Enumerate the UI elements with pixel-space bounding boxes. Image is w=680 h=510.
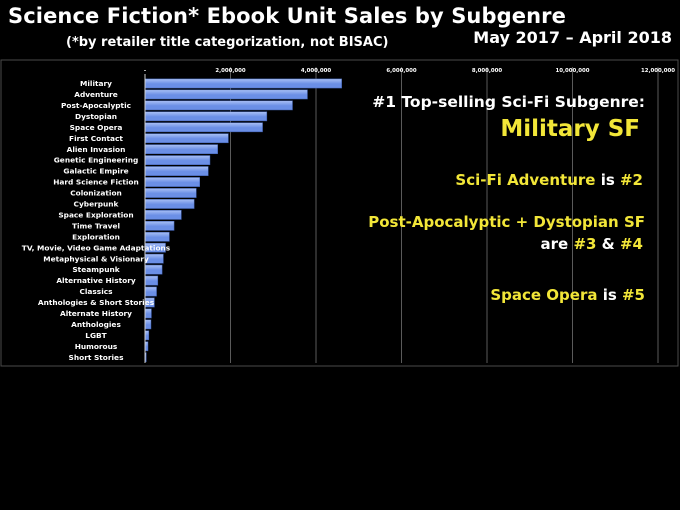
- bar: [144, 166, 209, 176]
- x-tick-label: 2,000,000: [215, 68, 246, 74]
- category-label: Exploration: [72, 232, 120, 241]
- category-label: Classics: [79, 287, 113, 296]
- annotation-line2: Military SF: [500, 116, 640, 142]
- annotation-line5-are: are: [541, 235, 574, 253]
- chart-title: Science Fiction* Ebook Unit Sales by Sub…: [8, 4, 566, 28]
- category-label: LGBT: [85, 331, 106, 340]
- category-label: Time Travel: [72, 221, 120, 230]
- bar: [144, 78, 342, 89]
- bar: [144, 319, 152, 330]
- bar: [144, 100, 293, 111]
- x-tick-label: -: [144, 68, 146, 74]
- category-label: Cyberpunk: [74, 200, 120, 209]
- category-label: Adventure: [74, 90, 118, 99]
- gridlines: [230, 67, 659, 363]
- bar: [144, 122, 263, 133]
- category-label: Hard Science Fiction: [53, 178, 139, 187]
- category-label: TV, Movie, Video Game Adaptations: [22, 243, 171, 252]
- category-label: Alternate History: [60, 309, 132, 318]
- annotation-line6-subgenre: Space Opera: [490, 286, 597, 304]
- category-label: Anthologies: [71, 320, 121, 329]
- bar: [144, 199, 195, 209]
- x-tick-label: 6,000,000: [386, 68, 417, 74]
- bar: [144, 308, 152, 319]
- annotation-line3-is: is: [595, 171, 620, 189]
- category-label: Short Stories: [69, 353, 125, 362]
- category-label: Steampunk: [72, 265, 120, 274]
- category-label: Post-Apocalyptic: [61, 101, 131, 110]
- category-label: Alternative History: [56, 276, 136, 285]
- chart-subtitle: (*by retailer title categorization, not …: [66, 35, 389, 50]
- date-range: May 2017 – April 2018: [473, 28, 672, 47]
- annotation-line6-rank: #5: [622, 286, 645, 304]
- annotation-line5-rank3: #3: [573, 235, 596, 253]
- bar: [144, 177, 200, 187]
- category-label: Galactic Empire: [63, 167, 128, 176]
- bar: [144, 275, 159, 286]
- x-tick-label: 8,000,000: [472, 68, 503, 74]
- category-label: Alien Invasion: [67, 145, 126, 154]
- bar: [144, 264, 163, 275]
- bar: [144, 210, 182, 220]
- category-label: Space Opera: [70, 123, 123, 132]
- annotation-line6-is: is: [597, 286, 622, 304]
- plot-frame: [0, 59, 679, 367]
- annotation-line1: #1 Top-selling Sci-Fi Subgenre:: [372, 93, 645, 111]
- annotation-line3: Sci-Fi Adventure is #2: [455, 171, 643, 189]
- bar: [144, 89, 308, 100]
- x-tick-label: 12,000,000: [641, 68, 675, 74]
- bar: [144, 231, 170, 242]
- bar: [144, 133, 229, 144]
- annotation-line3-subgenre: Sci-Fi Adventure: [455, 171, 595, 189]
- category-label: Genetic Engineering: [54, 156, 139, 165]
- annotation-line4: Post-Apocalyptic + Dystopian SF: [368, 213, 645, 231]
- annotation-line6: Space Opera is #5: [490, 286, 645, 304]
- x-tick-label: 10,000,000: [555, 68, 589, 74]
- x-tick-labels: - 2,000,000 4,000,000 6,000,000 8,000,000 10,…: [144, 68, 675, 74]
- bar: [144, 286, 157, 297]
- annotation-line5: are #3 & #4: [541, 235, 643, 253]
- category-label: Space Exploration: [58, 210, 133, 219]
- category-label: First Contact: [69, 134, 123, 143]
- annotation-line3-rank: #2: [620, 171, 643, 189]
- category-label: Humorous: [75, 342, 118, 351]
- category-labels: Military Adventure Post-Apocalyptic Dystopi…: [22, 79, 171, 362]
- bar: [144, 155, 211, 165]
- category-label: Military: [80, 79, 112, 88]
- category-label: Anthologies & Short Stories: [38, 298, 155, 307]
- bar: [144, 220, 175, 231]
- bar: [144, 330, 150, 341]
- bars: [144, 78, 342, 363]
- category-label: Dystopian: [75, 112, 117, 121]
- bar: [144, 144, 218, 155]
- category-label: Metaphysical & Visionary: [43, 254, 149, 263]
- annotation-line5-rank4: #4: [620, 235, 643, 253]
- annotation-line5-amp: &: [596, 235, 620, 253]
- bar: [144, 111, 268, 122]
- category-label: Colonization: [70, 189, 122, 198]
- bar: [144, 188, 197, 198]
- x-tick-label: 4,000,000: [301, 68, 332, 74]
- annotation-block: #1 Top-selling Sci-Fi Subgenre: Military…: [368, 93, 645, 304]
